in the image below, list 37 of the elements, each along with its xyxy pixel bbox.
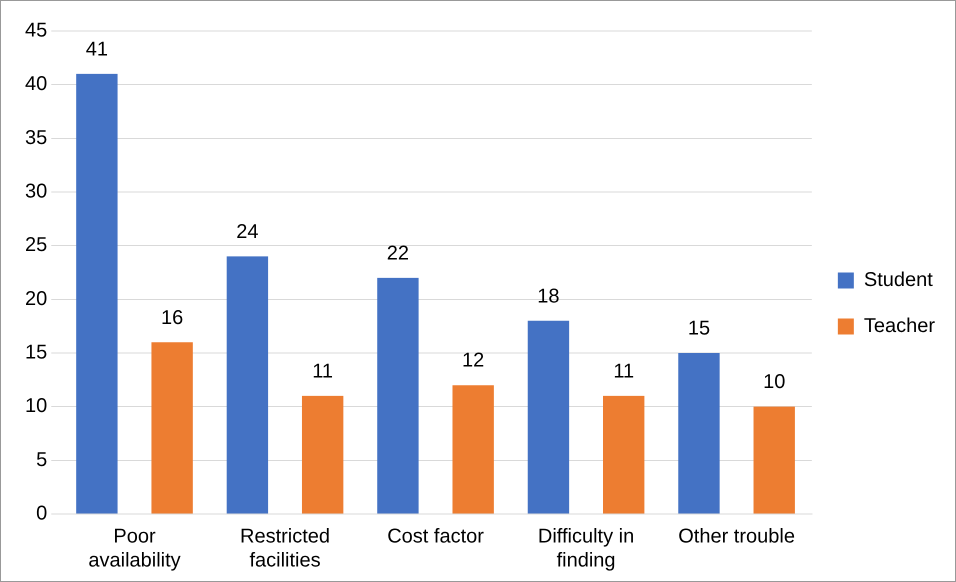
y-tick-label: 0 [36,502,48,525]
x-tick-label: Cost factor [387,526,484,548]
bar [678,353,720,514]
data-label: 11 [312,360,334,382]
y-tick-label: 5 [36,448,48,471]
bar [603,396,644,514]
bar [302,396,344,514]
data-label: 12 [462,350,484,372]
bar [754,406,795,514]
y-tick-label: 45 [24,20,48,42]
legend-label: Teacher [864,315,936,338]
x-tick-label: Restricted facilities [240,526,330,572]
data-label: 15 [688,318,710,340]
x-tick-label: Difficulty in finding [538,526,634,572]
x-tick-label: Poor availability [88,526,181,572]
y-tick-label: 10 [24,395,48,418]
legend-label: Student [864,269,934,292]
bar [151,342,193,514]
x-tick-label: Other trouble [678,526,795,548]
bar [528,320,570,514]
data-label: 41 [86,38,108,60]
y-tick-label: 35 [24,126,48,149]
bar [452,385,494,514]
data-label: 16 [161,306,184,329]
data-label: 22 [386,242,410,264]
y-tick-label: 40 [24,73,48,96]
bar [76,74,118,514]
data-label: 24 [236,220,259,243]
y-tick-label: 15 [24,342,48,364]
y-tick-label: 20 [24,288,48,310]
y-tick-label: 25 [24,234,48,256]
bar [226,256,268,514]
bar [377,278,419,514]
data-label: 10 [763,371,786,394]
data-label: 18 [537,285,560,308]
data-label: 11 [613,360,634,382]
y-tick-label: 30 [24,180,48,203]
